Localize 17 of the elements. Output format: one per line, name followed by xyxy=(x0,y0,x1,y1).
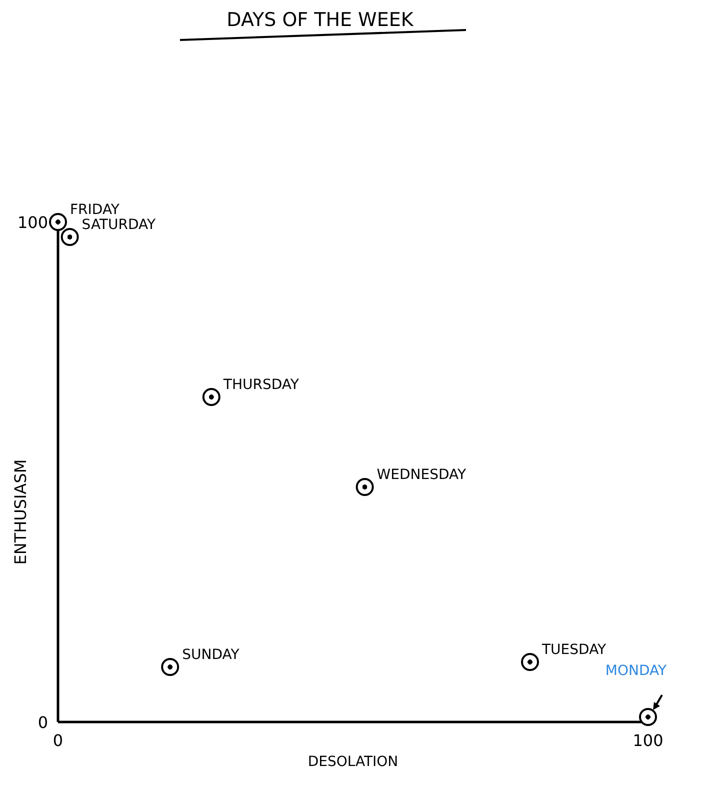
point xyxy=(60,228,79,246)
annotation: THURSDAY xyxy=(222,377,300,393)
point xyxy=(356,478,374,496)
point xyxy=(521,653,539,671)
annotation: TUESDAY xyxy=(541,642,607,658)
point xyxy=(639,708,657,726)
annotation: SUNDAY xyxy=(182,647,240,663)
x-axis-title: DESOLATION xyxy=(308,754,398,770)
chart-title: DAYS OF THE WEEK xyxy=(226,9,414,31)
point xyxy=(161,658,180,676)
annotation: MONDAY xyxy=(605,663,668,679)
point xyxy=(202,388,220,406)
annotation: SATURDAY xyxy=(82,217,156,233)
point xyxy=(49,213,67,231)
annotation: WEDNESDAY xyxy=(376,467,466,483)
y-axis-title: ENTHUSIASM xyxy=(11,459,30,565)
annotation: FRIDAY xyxy=(70,202,120,218)
